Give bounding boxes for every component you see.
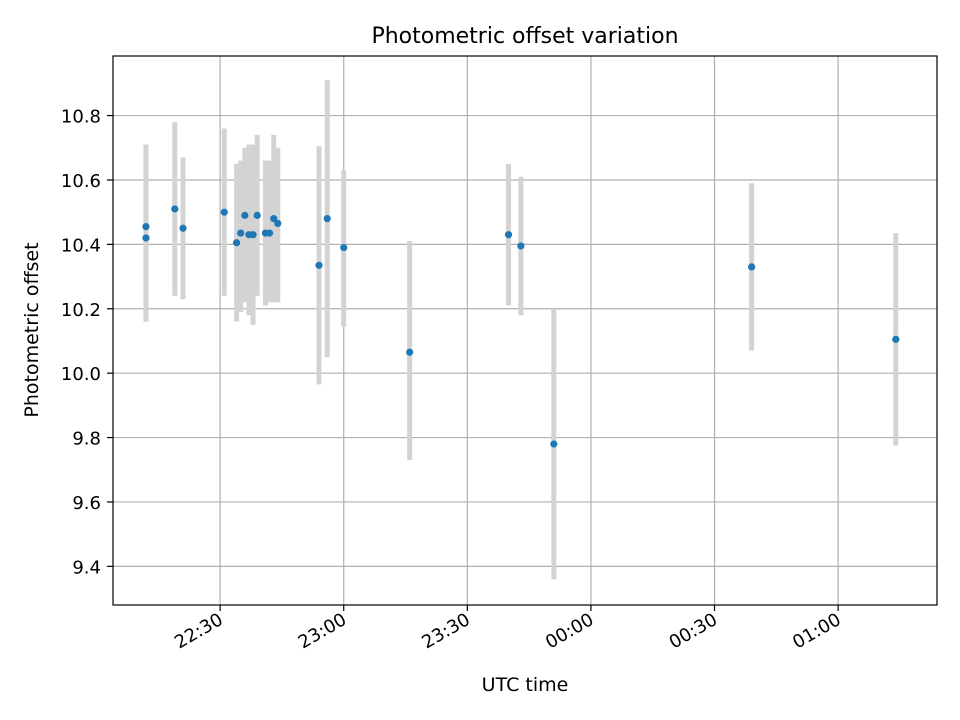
grid-lines <box>113 56 937 605</box>
y-tick-label: 9.6 <box>72 493 101 514</box>
data-point <box>504 231 513 239</box>
data-point <box>241 211 249 219</box>
data-point <box>748 263 756 271</box>
x-axis-label: UTC time <box>482 674 569 696</box>
plot-frame <box>112 55 938 606</box>
data-point <box>550 440 558 448</box>
y-tick-label: 10.6 <box>61 171 101 192</box>
data-point <box>179 224 187 232</box>
data-point <box>142 234 150 242</box>
data-point <box>340 243 348 252</box>
y-axis-label: Photometric offset <box>21 242 43 417</box>
data-point <box>274 219 282 228</box>
data-point <box>517 242 525 250</box>
data-point <box>892 335 900 343</box>
data-points <box>142 205 900 448</box>
data-point <box>270 215 278 223</box>
data-point <box>315 261 323 269</box>
data-point <box>323 215 331 223</box>
y-tick-label: 10.8 <box>61 107 101 128</box>
data-point <box>220 208 228 216</box>
data-point <box>265 229 274 237</box>
y-tick-label: 10.2 <box>61 300 101 321</box>
data-point <box>142 223 150 231</box>
data-point <box>406 348 414 356</box>
data-point <box>249 231 257 239</box>
chart-title: Photometric offset variation <box>371 24 678 49</box>
y-axis-ticks: 9.4 9.6 9.8 10.0 10.2 10.4 10.6 10.8 <box>61 107 113 578</box>
y-tick-label: 9.4 <box>72 557 101 578</box>
plot-area <box>113 56 937 605</box>
y-tick-label: 9.8 <box>72 429 101 450</box>
data-point <box>233 239 241 247</box>
y-tick-label: 10.0 <box>61 364 101 385</box>
data-point <box>171 205 179 213</box>
data-point <box>237 229 245 237</box>
y-tick-label: 10.4 <box>61 235 101 256</box>
data-point <box>253 211 261 219</box>
